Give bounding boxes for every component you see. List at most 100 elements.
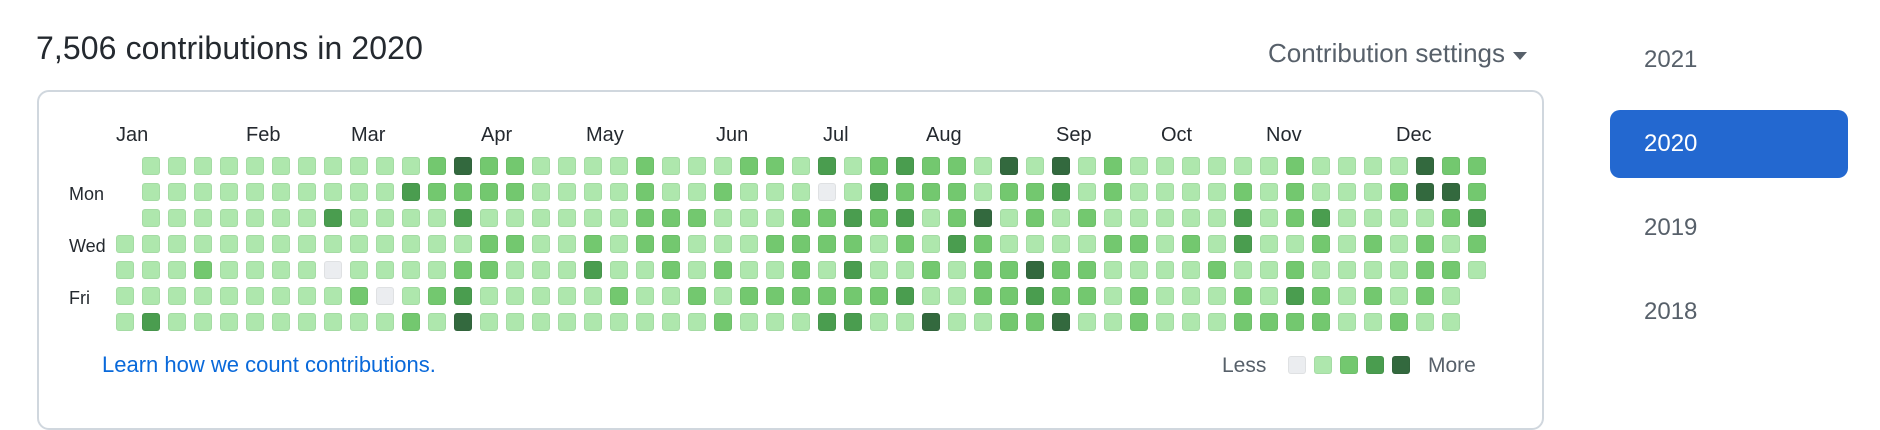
contribution-day-cell[interactable]	[454, 313, 472, 331]
contribution-day-cell[interactable]	[1442, 261, 1460, 279]
contribution-day-cell[interactable]	[272, 235, 290, 253]
contribution-day-cell[interactable]	[1234, 209, 1252, 227]
contribution-day-cell[interactable]	[1338, 209, 1356, 227]
contribution-day-cell[interactable]	[1260, 287, 1278, 305]
contribution-day-cell[interactable]	[1468, 183, 1486, 201]
contribution-day-cell[interactable]	[1078, 157, 1096, 175]
contribution-day-cell[interactable]	[272, 157, 290, 175]
contribution-day-cell[interactable]	[220, 183, 238, 201]
contribution-day-cell[interactable]	[584, 313, 602, 331]
contribution-day-cell[interactable]	[1078, 287, 1096, 305]
contribution-day-cell[interactable]	[1442, 209, 1460, 227]
contribution-day-cell[interactable]	[194, 209, 212, 227]
contribution-day-cell[interactable]	[818, 209, 836, 227]
contribution-day-cell[interactable]	[974, 313, 992, 331]
contribution-day-cell[interactable]	[870, 261, 888, 279]
contribution-day-cell[interactable]	[376, 313, 394, 331]
contribution-day-cell[interactable]	[688, 235, 706, 253]
contribution-day-cell[interactable]	[766, 183, 784, 201]
contribution-day-cell[interactable]	[402, 261, 420, 279]
contribution-day-cell[interactable]	[272, 209, 290, 227]
contribution-day-cell[interactable]	[116, 261, 134, 279]
contribution-day-cell[interactable]	[636, 313, 654, 331]
contribution-day-cell[interactable]	[480, 235, 498, 253]
contribution-day-cell[interactable]	[610, 235, 628, 253]
contribution-day-cell[interactable]	[532, 313, 550, 331]
contribution-day-cell[interactable]	[1208, 313, 1226, 331]
contribution-day-cell[interactable]	[974, 209, 992, 227]
contribution-day-cell[interactable]	[1182, 261, 1200, 279]
contribution-day-cell[interactable]	[116, 235, 134, 253]
contribution-day-cell[interactable]	[402, 183, 420, 201]
contribution-day-cell[interactable]	[844, 157, 862, 175]
contribution-day-cell[interactable]	[844, 183, 862, 201]
contribution-day-cell[interactable]	[1312, 209, 1330, 227]
contribution-day-cell[interactable]	[740, 313, 758, 331]
contribution-day-cell[interactable]	[974, 287, 992, 305]
contribution-day-cell[interactable]	[142, 261, 160, 279]
contribution-day-cell[interactable]	[1286, 313, 1304, 331]
contribution-day-cell[interactable]	[1000, 209, 1018, 227]
contribution-day-cell[interactable]	[636, 183, 654, 201]
contribution-day-cell[interactable]	[792, 235, 810, 253]
contribution-day-cell[interactable]	[532, 183, 550, 201]
contribution-day-cell[interactable]	[246, 183, 264, 201]
contribution-day-cell[interactable]	[1390, 157, 1408, 175]
contribution-day-cell[interactable]	[1338, 183, 1356, 201]
contribution-day-cell[interactable]	[974, 261, 992, 279]
contribution-day-cell[interactable]	[1156, 183, 1174, 201]
contribution-day-cell[interactable]	[142, 287, 160, 305]
contribution-day-cell[interactable]	[402, 209, 420, 227]
contribution-day-cell[interactable]	[1104, 287, 1122, 305]
contribution-day-cell[interactable]	[272, 287, 290, 305]
contribution-day-cell[interactable]	[194, 287, 212, 305]
contribution-day-cell[interactable]	[688, 209, 706, 227]
contribution-day-cell[interactable]	[220, 287, 238, 305]
contribution-day-cell[interactable]	[896, 287, 914, 305]
contribution-day-cell[interactable]	[1260, 313, 1278, 331]
contribution-day-cell[interactable]	[896, 313, 914, 331]
contribution-day-cell[interactable]	[428, 313, 446, 331]
contribution-day-cell[interactable]	[714, 235, 732, 253]
contribution-day-cell[interactable]	[844, 287, 862, 305]
contribution-day-cell[interactable]	[246, 209, 264, 227]
contribution-day-cell[interactable]	[350, 287, 368, 305]
contribution-day-cell[interactable]	[1078, 209, 1096, 227]
contribution-day-cell[interactable]	[714, 157, 732, 175]
contribution-day-cell[interactable]	[1130, 235, 1148, 253]
contribution-day-cell[interactable]	[766, 313, 784, 331]
contribution-day-cell[interactable]	[298, 157, 316, 175]
contribution-day-cell[interactable]	[246, 313, 264, 331]
contribution-day-cell[interactable]	[1130, 313, 1148, 331]
contribution-day-cell[interactable]	[558, 287, 576, 305]
contribution-day-cell[interactable]	[350, 209, 368, 227]
contribution-day-cell[interactable]	[1364, 313, 1382, 331]
year-link-2018[interactable]: 2018	[1644, 298, 1698, 325]
contribution-day-cell[interactable]	[1286, 287, 1304, 305]
contribution-day-cell[interactable]	[610, 313, 628, 331]
contribution-day-cell[interactable]	[1156, 157, 1174, 175]
contribution-day-cell[interactable]	[116, 313, 134, 331]
contribution-day-cell[interactable]	[454, 183, 472, 201]
contribution-day-cell[interactable]	[506, 313, 524, 331]
contribution-day-cell[interactable]	[298, 313, 316, 331]
contribution-day-cell[interactable]	[610, 287, 628, 305]
contribution-day-cell[interactable]	[1208, 209, 1226, 227]
contribution-day-cell[interactable]	[1390, 235, 1408, 253]
contribution-day-cell[interactable]	[1000, 261, 1018, 279]
contribution-day-cell[interactable]	[766, 287, 784, 305]
contribution-day-cell[interactable]	[428, 209, 446, 227]
contribution-day-cell[interactable]	[480, 157, 498, 175]
year-link-2019[interactable]: 2019	[1644, 214, 1698, 241]
contribution-day-cell[interactable]	[350, 157, 368, 175]
contribution-day-cell[interactable]	[1442, 183, 1460, 201]
contribution-day-cell[interactable]	[766, 157, 784, 175]
contribution-day-cell[interactable]	[662, 209, 680, 227]
contribution-day-cell[interactable]	[350, 261, 368, 279]
contribution-day-cell[interactable]	[506, 209, 524, 227]
contribution-day-cell[interactable]	[376, 157, 394, 175]
contribution-day-cell[interactable]	[428, 157, 446, 175]
contribution-day-cell[interactable]	[688, 157, 706, 175]
contribution-day-cell[interactable]	[246, 235, 264, 253]
contribution-day-cell[interactable]	[1208, 287, 1226, 305]
